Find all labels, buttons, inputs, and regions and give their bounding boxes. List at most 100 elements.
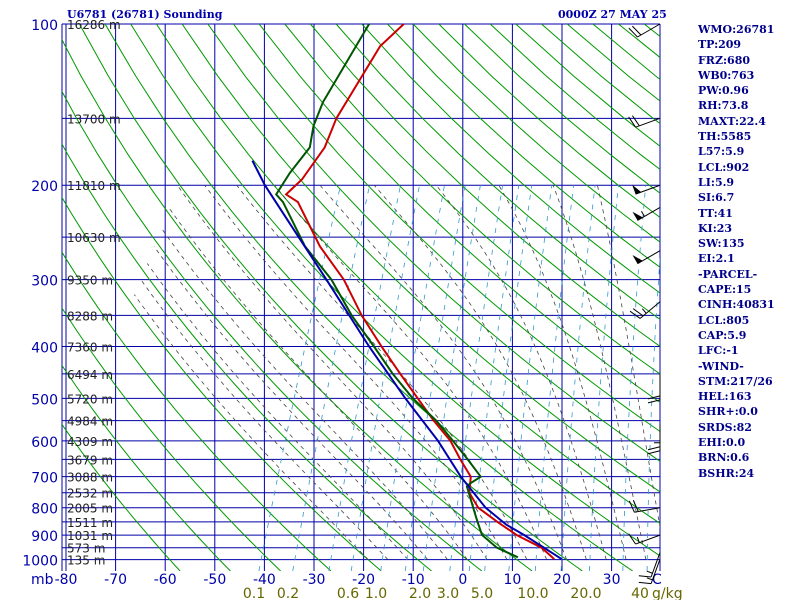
dry-adiabat	[181, 24, 660, 493]
wind-barb	[632, 184, 661, 195]
mixing-ratio-label: 1.0	[365, 586, 387, 600]
height-label: 9350 m	[67, 274, 113, 288]
moist-adiabat	[153, 246, 429, 560]
wind-barb	[628, 115, 661, 128]
dry-adiabat	[130, 24, 660, 557]
index-line: CAPE:15	[698, 283, 752, 297]
height-label: 2532 m	[67, 487, 113, 501]
dry-adiabat	[62, 307, 281, 571]
dry-adiabat	[207, 24, 660, 462]
mixing-ratio-label: 2.0	[409, 586, 431, 600]
mixing-ratio-lines	[258, 185, 660, 571]
index-line: BSHR:24	[698, 466, 755, 480]
mixing-ratio-line	[484, 185, 533, 571]
mixing-ratio-label: 20.0	[570, 586, 601, 600]
mixing-ratio-unit: g/kg	[652, 586, 683, 600]
index-line: CINH:40831	[698, 298, 775, 312]
temp-tick-label: 30	[603, 572, 621, 588]
moist-adiabat	[146, 263, 409, 560]
index-line: TT:41	[698, 206, 733, 220]
wind-barb	[647, 424, 661, 455]
wind-barb	[632, 250, 661, 265]
dry-adiabat	[233, 24, 660, 433]
series-dewpoint	[274, 24, 519, 559]
sounding-traces	[251, 24, 563, 561]
moist-adiabat	[319, 184, 567, 560]
dry-adiabat	[104, 24, 633, 571]
wind-barb	[638, 559, 661, 585]
indices-panel: WMO:26781 TP:209 FRZ:680 WB0:763 PW:0.96 RH:7…	[698, 22, 775, 481]
index-line: LCL:902	[698, 160, 750, 174]
height-label: 7360 m	[67, 340, 113, 354]
mixing-ratio-line	[560, 185, 596, 571]
height-label: 135 m	[67, 554, 105, 568]
pressure-unit-label: mb	[31, 572, 54, 588]
pressure-tick-label: 200	[31, 179, 58, 195]
height-label: 1511 m	[67, 516, 113, 530]
dry-adiabat	[387, 24, 660, 268]
moist-adiabat	[140, 279, 389, 560]
wind-barb	[629, 301, 661, 319]
index-line: PW:0.96	[698, 84, 749, 98]
mixing-ratio-line	[468, 185, 520, 571]
mixing-ratio-line	[380, 185, 445, 571]
mixing-ratio-label: 10.0	[517, 586, 548, 600]
index-line: EHI:0.0	[698, 436, 746, 450]
wind-barb	[628, 533, 661, 545]
mixing-ratio-line	[292, 185, 370, 571]
wind-barb	[638, 552, 661, 578]
moist-adiabat	[597, 185, 660, 530]
dry-adiabat	[284, 24, 660, 375]
temp-tick-label: -60	[154, 572, 177, 588]
height-label: 16286 m	[67, 18, 121, 32]
moist-adiabat	[373, 184, 587, 560]
moist-adiabat	[274, 184, 548, 560]
mixing-ratio-line	[258, 185, 341, 571]
index-line: KI:23	[698, 221, 733, 235]
mixing-ratio-label: 0.1	[243, 586, 265, 600]
mixing-ratio-label: 5.0	[471, 586, 493, 600]
mixing-ratio-label: 3.0	[437, 586, 459, 600]
dry-adiabat	[62, 90, 483, 571]
moist-adiabat	[236, 184, 528, 560]
temp-tick-label: -50	[203, 572, 226, 588]
index-line: WMO:26781	[698, 23, 775, 36]
moist-adiabat	[168, 207, 468, 560]
height-label: 10630 m	[67, 231, 121, 245]
index-line: SRDS:82	[698, 420, 752, 434]
mixing-ratio-line	[422, 185, 481, 571]
index-line: MAXT:22.4	[698, 114, 766, 128]
mixing-ratio-line	[449, 185, 503, 571]
temp-tick-label: 10	[503, 572, 521, 588]
mixing-ratio-line	[646, 252, 660, 571]
moist-adiabats	[133, 184, 660, 560]
mixing-ratio-line	[589, 185, 619, 571]
temp-tick-label: 20	[553, 572, 571, 588]
wind-barb	[632, 206, 661, 221]
height-label: 13700 m	[67, 112, 121, 126]
temp-unit-label: C	[652, 572, 662, 588]
dry-adiabat	[258, 24, 660, 404]
height-label: 3088 m	[67, 471, 113, 485]
index-line: CAP:5.9	[698, 328, 747, 342]
temp-tick-label: -30	[303, 572, 326, 588]
pressure-tick-label: 700	[31, 471, 58, 487]
index-line: BRN:0.6	[698, 451, 750, 465]
pressure-tick-label: 300	[31, 274, 58, 290]
mixing-ratio-line	[508, 185, 553, 571]
time-title: 0000Z 27 MAY 25	[558, 8, 667, 21]
moist-adiabat	[552, 185, 647, 560]
wind-barb	[647, 373, 661, 404]
moist-adiabat	[435, 184, 607, 560]
mixing-ratio-line	[328, 185, 401, 571]
index-line: SHR+:0.0	[698, 405, 758, 419]
height-label: 11810 m	[67, 179, 121, 193]
height-label: 4309 m	[67, 435, 113, 449]
moist-adiabat	[498, 184, 627, 560]
dry-adiabat	[62, 423, 181, 571]
temp-tick-label: -40	[253, 572, 276, 588]
index-line: HEL:163	[698, 390, 752, 404]
wind-barb	[628, 500, 661, 513]
index-line: -PARCEL-	[698, 267, 758, 281]
